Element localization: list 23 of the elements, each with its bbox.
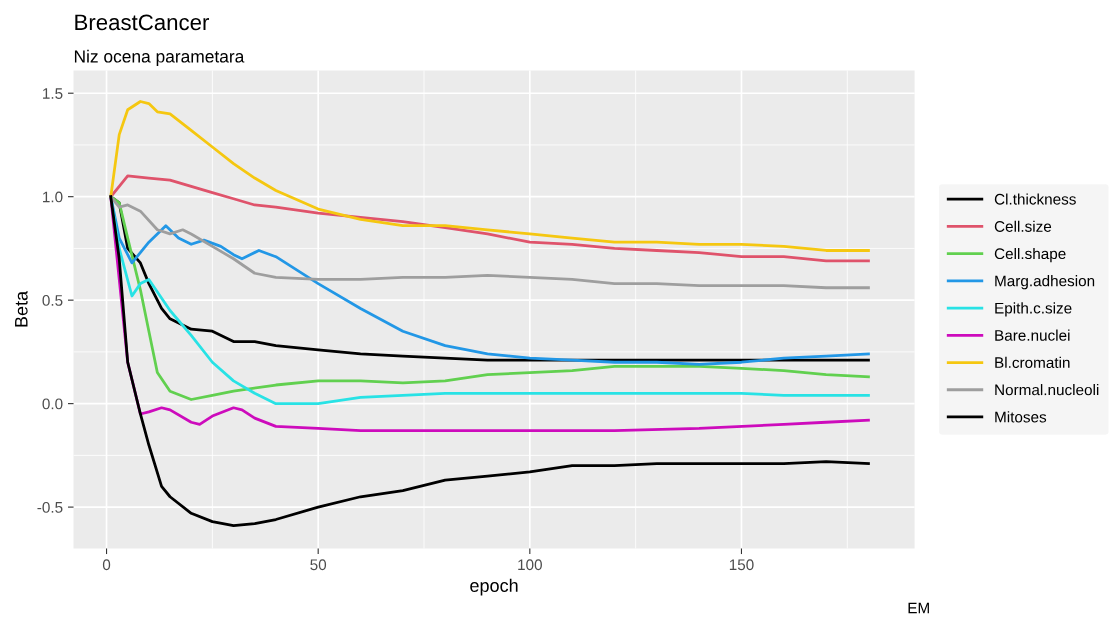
chart-subtitle: Niz ocena parametara (74, 49, 245, 67)
y-tick-label: 0.0 (42, 398, 63, 410)
legend-label: Cl.thickness (994, 193, 1076, 205)
text: EM (908, 602, 929, 614)
legend-label: Bl.cromatin (995, 356, 1070, 369)
legend-label: Epith.c.size (995, 302, 1072, 317)
legend-label: Cell.shape (994, 247, 1066, 263)
x-tick-label: 150 (729, 559, 754, 571)
y-tick-label: 1.0 (43, 191, 63, 203)
legend-label: Marg.adhesion (995, 275, 1095, 290)
x-tick-label: 100 (518, 559, 542, 571)
y-tick-label: -0.5 (37, 501, 63, 513)
x-axis-title: epoch (470, 578, 518, 596)
legend-label: Bare.nuclei (995, 329, 1070, 341)
x-tick-label: 50 (310, 559, 327, 571)
y-tick-label: 1.5 (43, 88, 63, 99)
y-tick-label: 0.5 (42, 295, 63, 306)
legend-label: Normal.nucleoli (995, 384, 1099, 396)
chart-title: BreastCancer (75, 14, 210, 31)
legend-label: Cell.size (994, 220, 1052, 232)
x-tick-label: 0 (102, 559, 111, 571)
y-axis-title: Beta (15, 290, 28, 327)
legend-label: Mitoses (995, 411, 1047, 423)
